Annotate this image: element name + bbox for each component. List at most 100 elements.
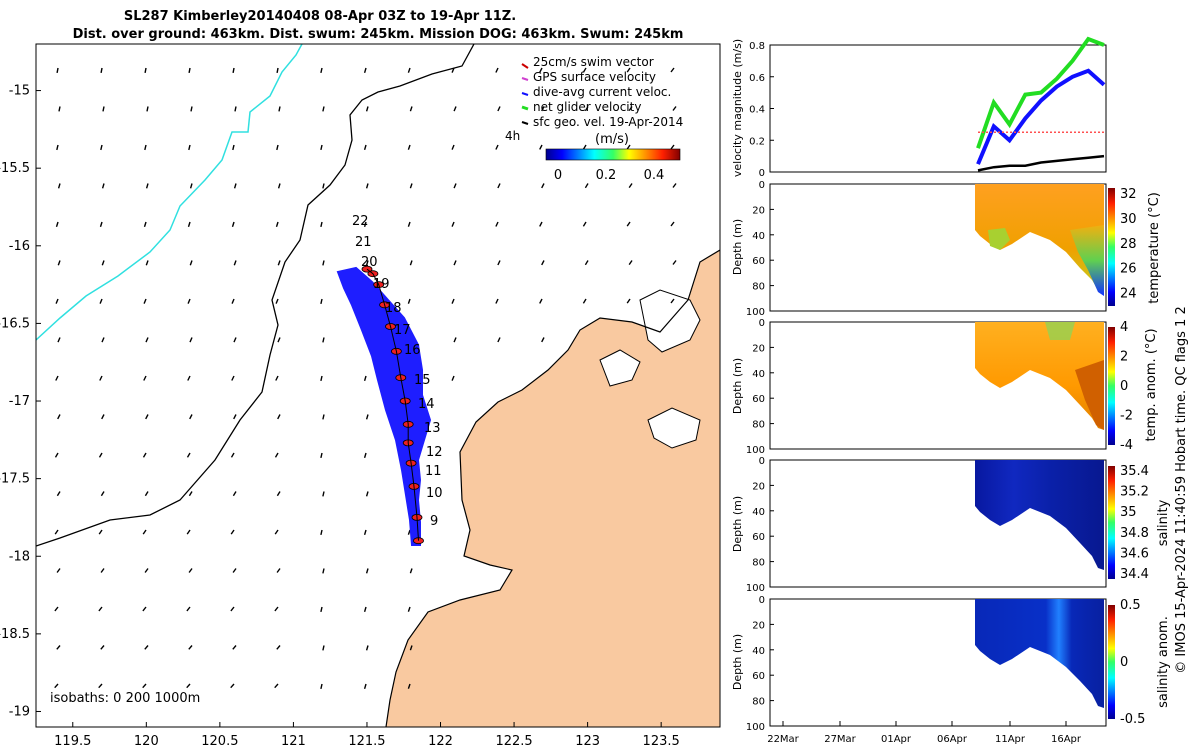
temperature-colorbar: [1108, 188, 1115, 306]
salinity-section: [975, 460, 1104, 570]
lat-tick-label: -16.5: [0, 316, 30, 331]
velocity-vector: [274, 683, 279, 689]
depth-tick-label: 0: [759, 318, 765, 329]
velocity-vector: [144, 491, 149, 497]
temp-anomaly-depth-ylabel: Depth (m): [731, 358, 744, 414]
isobath-1000: [36, 44, 303, 341]
temperature-label: temperature (°C): [1147, 192, 1162, 304]
glider-track-envelope: [336, 266, 432, 546]
velocity-yaxis: 0 0.2 0.4 0.6 0.8: [749, 41, 774, 179]
velocity-vector: [187, 221, 191, 228]
velocity-vector: [99, 221, 103, 228]
velocity-vector: [233, 414, 237, 420]
salinity-colorbar: [1108, 466, 1115, 579]
velocity-vector: [495, 67, 499, 73]
date-axis: 22Mar 27Mar 01Apr 06Apr 11Apr 16Apr: [767, 721, 1082, 745]
velocity-vector: [626, 144, 631, 150]
lat-tick-label: -17: [9, 394, 30, 409]
lon-tick-label: 120.5: [201, 734, 238, 749]
velocity-vector: [145, 414, 149, 420]
velocity-vector: [453, 183, 457, 189]
velocity-vector: [232, 645, 237, 650]
date-tick-label: 22Mar: [767, 734, 799, 745]
velocity-vector: [57, 414, 61, 420]
lon-tick-label: 121: [281, 734, 306, 749]
colorbar-tick-label: 35.4: [1120, 464, 1149, 479]
isobath-200: [36, 44, 475, 547]
velocity-vector: [672, 106, 677, 111]
velocity-vector: [365, 568, 369, 574]
velocity-vector: [363, 67, 367, 73]
velocity-vector: [409, 183, 413, 189]
velocity-vector: [145, 260, 149, 266]
lon-tick-label: 123: [575, 734, 600, 749]
velocity-vector: [672, 183, 677, 188]
velocity-tick-label: 0.8: [749, 41, 765, 52]
velocity-vector: [188, 568, 193, 573]
colorbar-prefix: 4h: [505, 129, 520, 143]
colorbar-tick-label: 2: [1120, 350, 1128, 365]
latitude-axis: -15 -15.5 -16 -16.5 -17 -17.5 -18 -18.5 -19: [0, 84, 41, 719]
velocity-vector: [142, 452, 147, 458]
velocity-vector: [322, 414, 325, 420]
velocity-vector: [232, 144, 235, 151]
velocity-vector: [322, 491, 325, 497]
colorbar-tick-label: 0.5: [1120, 598, 1141, 613]
velocity-vector: [322, 260, 325, 266]
velocity-vector: [278, 106, 281, 112]
colorbar-tick-label: -0.5: [1120, 712, 1145, 727]
colorbar-tick-label: 34.4: [1120, 567, 1149, 582]
velocity-vector: [101, 337, 105, 343]
velocity-vector: [233, 183, 237, 189]
velocity-vector: [539, 144, 543, 150]
depth-tick-label: 80: [752, 558, 765, 569]
velocity-vector: [320, 683, 323, 690]
depth-tick-label: 100: [746, 583, 765, 594]
velocity-vector: [99, 375, 103, 381]
map-frame: [35, 43, 721, 728]
velocity-vector: [320, 67, 323, 74]
salinity-anomaly-colorbar-ticks: 0.5 0 -0.5: [1120, 598, 1145, 727]
velocity-vector: [101, 260, 105, 266]
velocity-vector: [363, 529, 367, 535]
isobaths-label: isobaths: 0 200 1000m: [50, 691, 200, 706]
day-label: 14: [418, 397, 435, 412]
velocity-vector: [276, 144, 279, 151]
salinity-panel: 0 20 40 60 80 100 Depth (m) 35.4 35.2 35 34.8 34.…: [731, 456, 1171, 594]
colorbar-tick-label: 24: [1120, 287, 1137, 302]
depth-tick-label: 40: [752, 507, 765, 518]
velocity-vector: [497, 106, 501, 112]
depth-tick-label: 40: [752, 646, 765, 657]
velocity-vector: [100, 144, 103, 151]
velocity-vector: [363, 144, 367, 150]
lat-tick-label: -18: [9, 549, 30, 564]
lon-tick-label: 123.5: [643, 734, 680, 749]
velocity-vector: [670, 144, 675, 150]
velocity-vector: [57, 337, 61, 343]
velocity-vector: [277, 337, 281, 343]
depth-tick-label: 40: [752, 369, 765, 380]
velocity-tick-label: 0.4: [749, 105, 765, 116]
velocity-panel: 0 0.2 0.4 0.6 0.8 velocity magnitude (m/s): [731, 36, 1107, 179]
velocity-vector: [100, 491, 105, 497]
map-legend: 25cm/s swim vector GPS surface velocity …: [505, 55, 683, 183]
velocity-vector: [497, 183, 501, 189]
velocity-vector: [541, 106, 545, 112]
legend-geostrophic-velocity: sfc geo. vel. 19-Apr-2014: [521, 115, 683, 129]
depth-tick-label: 0: [759, 456, 765, 467]
net-glider-velocity-line: [976, 36, 1105, 149]
velocity-vector: [233, 260, 237, 266]
colorbar-tick-label: 32: [1120, 187, 1137, 202]
day-label: 13: [424, 421, 441, 436]
title-line2: Dist. over ground: 463km. Dist. swum: 24…: [73, 27, 684, 42]
velocity-vector: [363, 375, 367, 381]
velocity-vector: [58, 106, 61, 112]
depth-tick-label: 20: [752, 205, 765, 216]
coastline: [385, 249, 720, 727]
svg-text:dive-avg current veloc.: dive-avg current veloc.: [533, 85, 671, 99]
date-tick-label: 27Mar: [824, 734, 856, 745]
svg-text:sfc geo. vel. 19-Apr-2014: sfc geo. vel. 19-Apr-2014: [533, 115, 683, 129]
velocity-vector: [231, 221, 235, 228]
velocity-vector: [98, 529, 103, 535]
